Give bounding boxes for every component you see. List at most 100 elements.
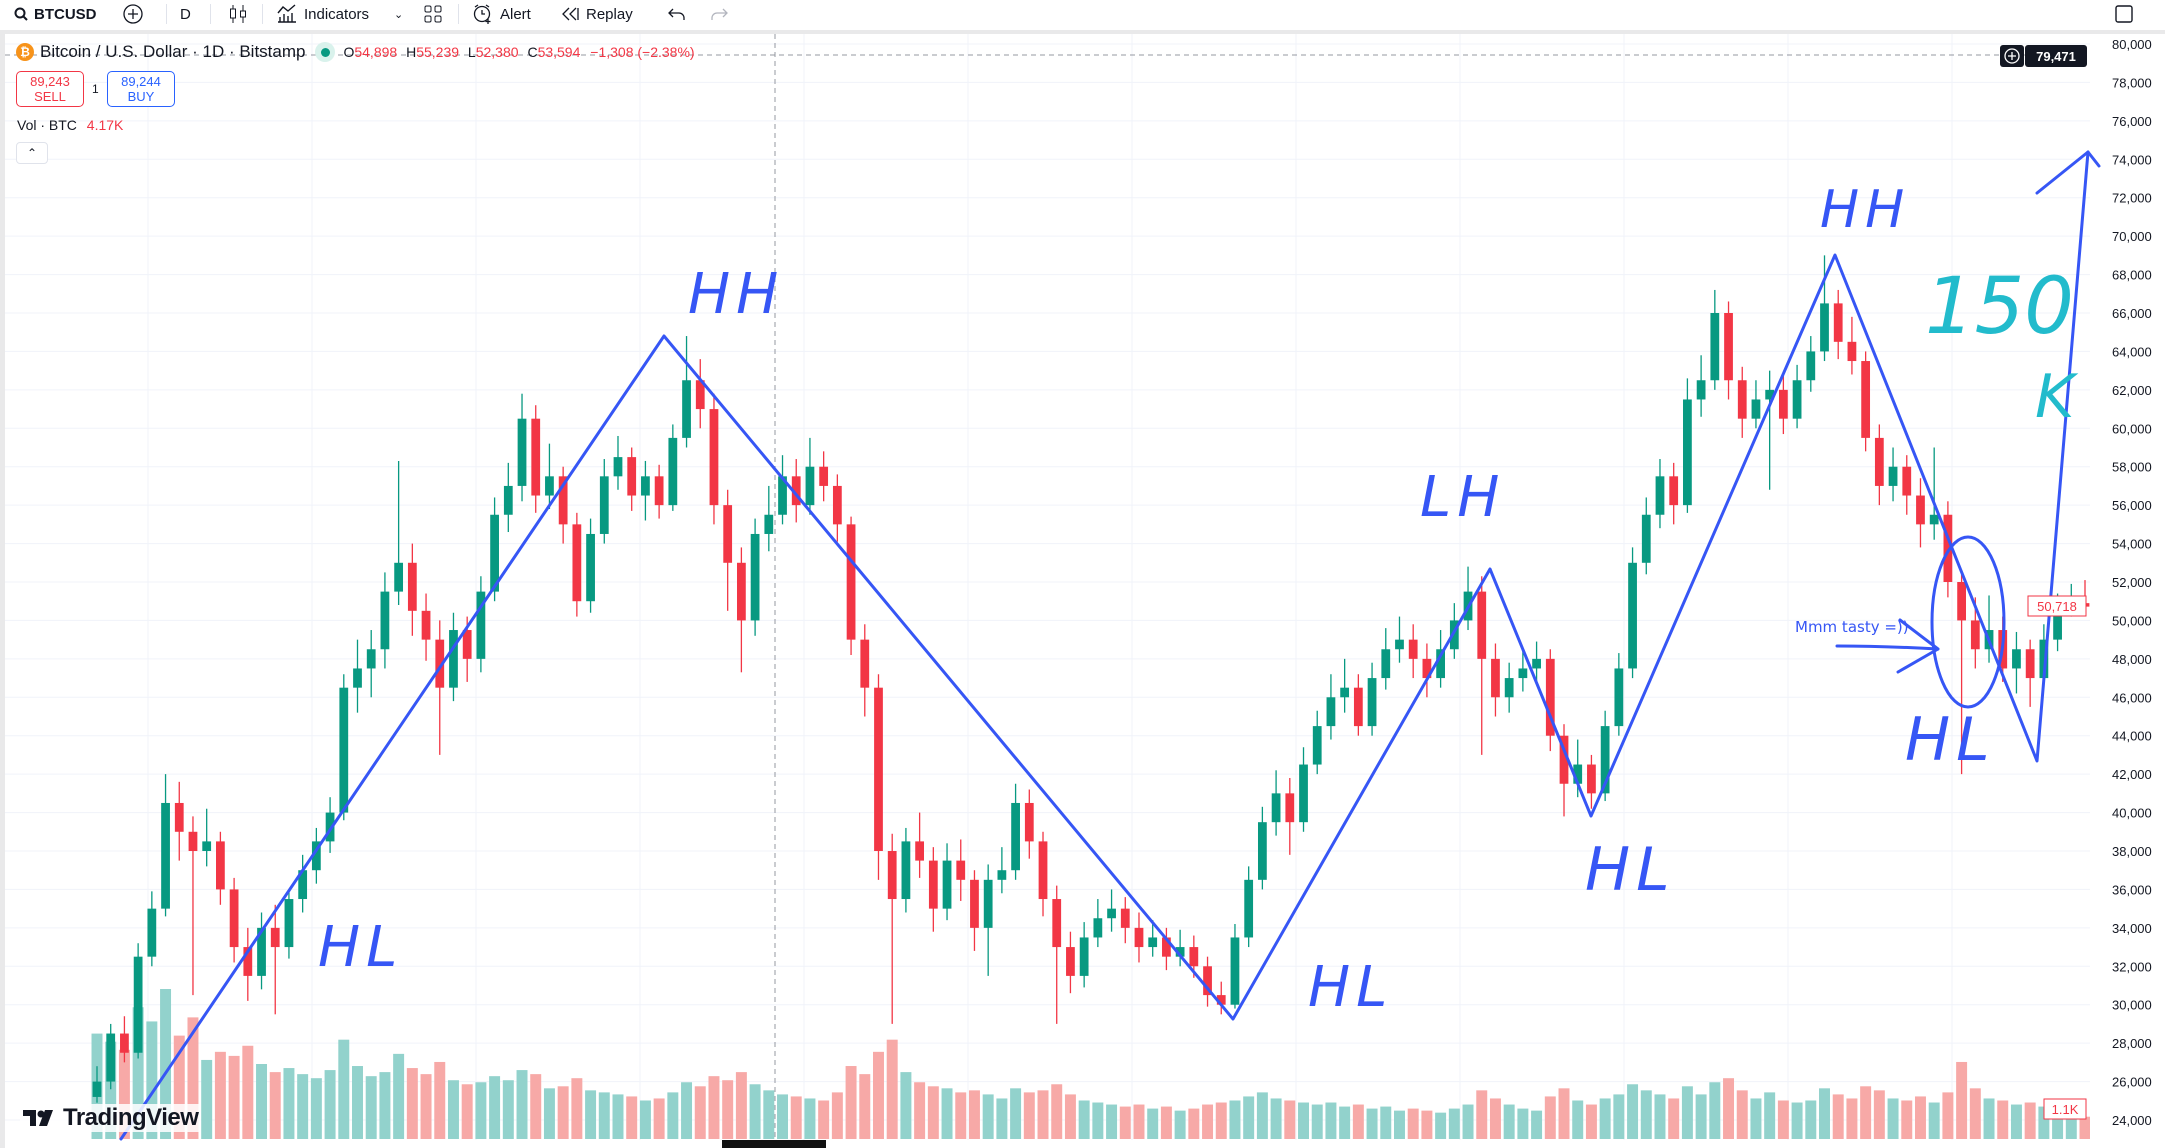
volume-legend[interactable]: Vol · BTC 4.17K [17,117,124,133]
annotation-lh[interactable]: LH [1420,465,1506,530]
candle-body [1820,303,1829,352]
volume-bar [160,989,172,1139]
candle [229,877,239,963]
annotation-hl-2[interactable]: HL [1308,955,1394,1020]
volume-bar [1860,1086,1872,1139]
volume-bar [626,1096,638,1139]
volume-bar [1147,1108,1159,1139]
candle [1724,301,1733,400]
candle-body [668,437,678,506]
add-plus-icon[interactable] [2004,48,2020,64]
candle [1929,447,1939,540]
volume-bar [585,1090,597,1139]
annotation-hh-2[interactable]: HH [1820,180,1911,240]
candle [1052,885,1062,1024]
candle [517,393,527,502]
candle [791,459,801,523]
candle-body [106,1033,116,1082]
volume-bar [982,1094,994,1139]
bitcoin-logo-icon: ₿ [16,43,34,61]
candle [311,827,321,884]
buy-button[interactable]: 89,244 BUY [107,71,175,107]
annotation-target-150[interactable]: 150 [1925,262,2074,352]
candle-body [1874,437,1884,486]
price-axis[interactable]: 24,000 26,000 28,000 30,000 32,000 34,000 36,0… [2090,34,2165,1148]
candle [723,489,733,611]
annotation-hl-1[interactable]: HL [318,915,404,980]
replay-button[interactable]: Replay [560,0,633,28]
indicators-button[interactable]: Indicators [276,0,369,28]
annotation-hl-4[interactable]: HL [1905,705,1996,775]
volume-bar [1791,1102,1803,1139]
candle-body [1655,476,1665,515]
collapse-legend-button[interactable]: ⌃ [16,142,48,164]
undo-button[interactable] [668,0,686,28]
layout-button[interactable] [424,0,442,28]
indicators-dropdown[interactable]: ⌄ [394,0,403,28]
note-arrow-drawing[interactable] [1835,618,1940,674]
volume-bar [1311,1104,1323,1139]
interval-button[interactable]: D [180,5,191,23]
fullscreen-button[interactable] [2114,0,2134,28]
price-tick-label: 58,000 [2112,460,2152,475]
volume-bar [735,1072,747,1139]
volume-bar [1723,1078,1735,1139]
candle-body [654,476,664,506]
volume-bar [1380,1106,1392,1139]
candle-body [1285,793,1295,823]
compare-button[interactable] [122,0,144,28]
alert-button[interactable]: Alert [472,0,531,28]
volume-bar [955,1092,967,1139]
price-tick-label: 34,000 [2112,921,2152,936]
candle-body [1367,678,1377,727]
annotation-hl-3[interactable]: HL [1585,835,1676,905]
candle-body [1628,562,1637,669]
zigzag-trendline[interactable] [119,150,2090,1141]
candle-body [599,476,609,534]
annotation-note[interactable]: Mmm tasty =)) [1795,618,1909,636]
sell-button[interactable]: 89,243 SELL [16,71,84,107]
candle [325,797,335,853]
candle [915,812,925,878]
candle-body [1038,841,1048,900]
candle [1710,289,1720,390]
market-status-icon[interactable] [315,42,336,62]
annotation-hh-1[interactable]: HH [688,262,785,327]
candle [1230,924,1240,1009]
price-tick-label: 78,000 [2112,75,2152,90]
annotation-target-k[interactable]: K [2035,362,2075,432]
volume-bar [639,1100,651,1139]
time-scroll-handle[interactable] [722,1140,826,1148]
candle-body [1340,687,1350,698]
drawings[interactable] [119,150,2101,1141]
volume-bar [886,1039,898,1139]
candle [1751,380,1761,429]
circle-drawing[interactable] [1930,535,2006,709]
tradingview-logo[interactable]: TradingView [20,1104,202,1132]
volume-bar [927,1086,939,1139]
candle [1271,770,1281,836]
symbol-search-button[interactable]: BTCUSD [14,0,97,28]
candle [216,831,225,905]
candle-body [325,812,335,842]
volume-bar [2038,1106,2050,1139]
price-tick-label: 56,000 [2112,498,2152,513]
volume-bar [1914,1096,1926,1139]
chart-type-button[interactable] [228,0,248,28]
price-tick-label: 36,000 [2112,882,2152,897]
volume-bar [1421,1110,1433,1139]
volume-bar [1805,1100,1817,1139]
arrowhead-drawing[interactable] [2035,150,2101,195]
redo-button[interactable] [710,0,728,28]
symbol-legend[interactable]: ₿ Bitcoin / U.S. Dollar · 1D · Bitstamp … [16,42,695,62]
candle [1079,922,1089,988]
volume-bar [681,1082,693,1139]
candle [1066,931,1075,994]
candle [654,464,664,519]
volume-bar [790,1096,802,1139]
redo-icon [711,8,728,20]
order-quantity[interactable]: 1 [92,82,99,96]
volume-bar [146,1021,158,1139]
candle [750,518,760,636]
